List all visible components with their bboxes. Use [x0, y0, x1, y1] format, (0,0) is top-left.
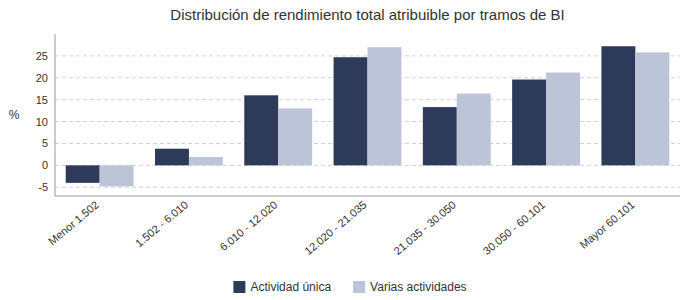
- legend-item: Actividad única: [233, 280, 331, 294]
- y-axis-line: [55, 34, 56, 196]
- y-tick-label: 0: [42, 159, 48, 171]
- y-tick-label: 20: [36, 72, 48, 84]
- bar: [244, 95, 278, 165]
- legend-label: Varias actividades: [370, 280, 467, 294]
- bar: [368, 47, 402, 165]
- chart-container: Distribución de rendimiento total atribu…: [0, 0, 700, 300]
- x-tick-label: 6.010 - 12.020: [217, 198, 279, 253]
- bar: [546, 73, 580, 166]
- y-tick-label: 10: [36, 116, 48, 128]
- x-tick-label: 12.020 - 21.035: [302, 198, 369, 257]
- chart-svg: Distribución de rendimiento total atribu…: [0, 0, 700, 300]
- legend-label: Actividad única: [250, 280, 331, 294]
- bar: [66, 165, 100, 183]
- legend: Actividad única Varias actividades: [233, 280, 466, 294]
- legend-swatch: [233, 281, 245, 293]
- bar: [601, 46, 635, 165]
- bar: [635, 52, 669, 165]
- bar: [100, 165, 134, 186]
- bar: [155, 149, 189, 166]
- x-tick-label: Menor 1.502: [46, 198, 101, 247]
- bar: [512, 80, 546, 166]
- y-axis-label: %: [9, 108, 20, 122]
- x-tick-label: Mayor 60.101: [577, 198, 636, 250]
- chart-title: Distribución de rendimiento total atribu…: [170, 6, 564, 23]
- x-axis-line: [55, 196, 680, 197]
- bar: [457, 94, 491, 166]
- x-tick-label: 1.502 - 6.010: [133, 198, 190, 249]
- bar: [278, 108, 312, 165]
- x-tick-label: 30.050 - 60.101: [481, 198, 548, 257]
- bars: [66, 46, 670, 186]
- bar: [334, 57, 368, 165]
- y-tick-label: -5: [38, 181, 48, 193]
- x-tick-label: 21.035 - 30.050: [391, 198, 458, 257]
- y-tick-label: 25: [36, 50, 48, 62]
- bar: [189, 157, 223, 165]
- legend-swatch: [353, 281, 365, 293]
- bar: [423, 107, 457, 165]
- legend-item: Varias actividades: [353, 280, 467, 294]
- y-tick-label: 5: [42, 137, 48, 149]
- y-tick-label: 15: [36, 94, 48, 106]
- grid-line: [55, 187, 680, 188]
